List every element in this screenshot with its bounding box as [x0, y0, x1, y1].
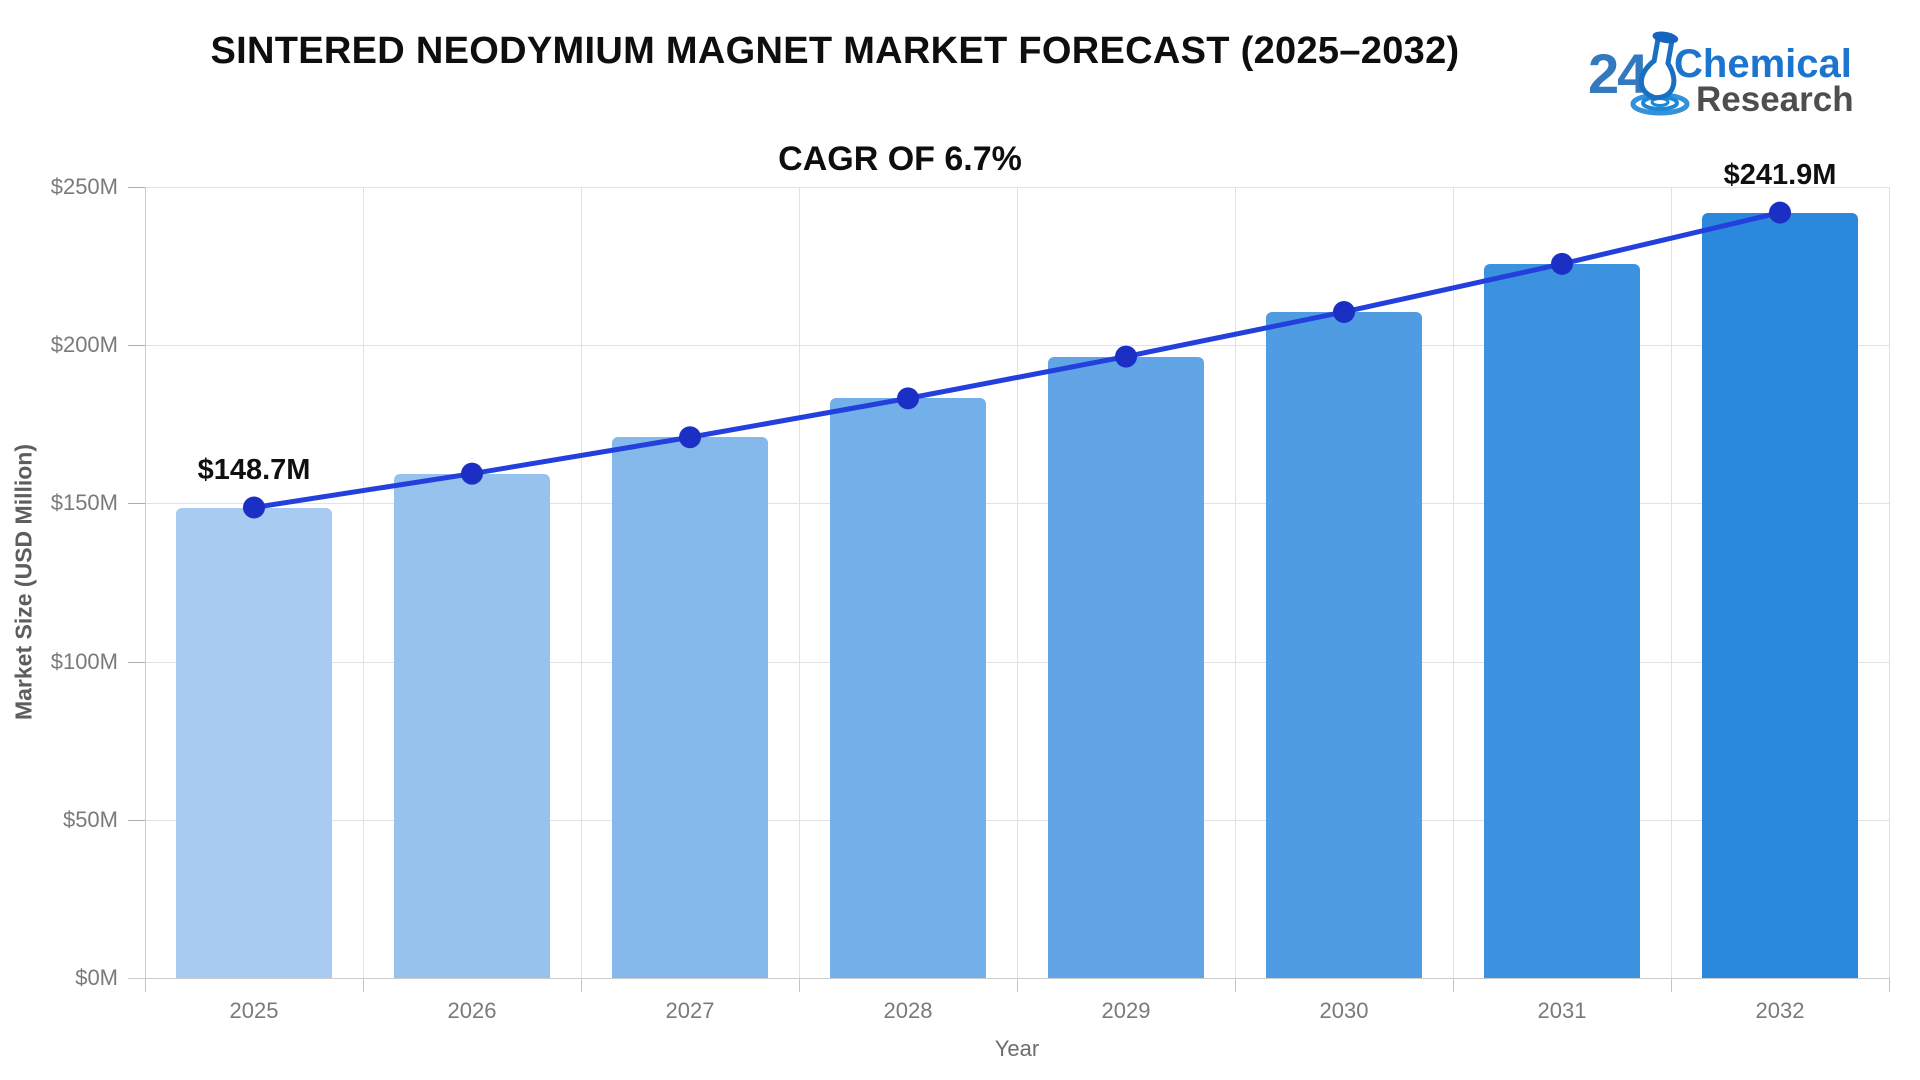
y-axis-tick — [128, 819, 145, 821]
bar — [1484, 263, 1640, 978]
bar — [612, 437, 768, 978]
x-tick-label: 2025 — [229, 998, 279, 1023]
gridline-vertical — [1235, 187, 1236, 978]
x-axis-tick — [1453, 978, 1454, 992]
x-axis-title: Year — [994, 1036, 1040, 1061]
y-axis-line — [145, 187, 146, 978]
bar — [1702, 212, 1858, 978]
gridline-vertical — [581, 187, 582, 978]
y-axis-tick — [128, 503, 145, 505]
x-axis-tick — [1017, 978, 1018, 992]
x-tick-label: 2028 — [883, 998, 933, 1023]
x-axis-tick — [1889, 978, 1890, 992]
x-tick-label: 2031 — [1537, 998, 1587, 1023]
y-tick-label: $150M — [50, 490, 118, 516]
logo: 24 Chemical Research — [1588, 22, 1878, 117]
y-axis-tick — [128, 345, 145, 347]
x-axis-tick — [581, 978, 582, 992]
bar — [394, 473, 550, 978]
x-axis-tick — [145, 978, 146, 992]
x-axis-tick — [1671, 978, 1672, 992]
bar — [830, 398, 986, 978]
y-tick-label: $50M — [62, 806, 118, 832]
gridline-vertical — [363, 187, 364, 978]
y-axis-tick — [128, 661, 145, 663]
bar — [1266, 311, 1422, 978]
gridline-vertical — [1889, 187, 1890, 978]
y-tick-label: $100M — [50, 648, 118, 674]
x-axis-tick — [799, 978, 800, 992]
y-axis-tick — [128, 187, 145, 188]
value-label: $241.9M — [1723, 158, 1837, 191]
y-tick-label: $200M — [50, 332, 118, 358]
value-label: $148.7M — [197, 453, 311, 486]
bar — [176, 507, 332, 978]
x-tick-label: 2027 — [665, 998, 715, 1023]
flask-icon — [1630, 24, 1694, 125]
y-tick-label: $0M — [75, 965, 118, 990]
x-tick-label: 2030 — [1319, 998, 1369, 1023]
bar — [1048, 356, 1204, 978]
logo-number: 24 — [1588, 42, 1648, 105]
x-tick-label: 2026 — [447, 998, 497, 1023]
gridline-vertical — [1017, 187, 1018, 978]
y-axis-title: Market Size (USD Million) — [10, 443, 37, 721]
x-axis-tick — [1235, 978, 1236, 992]
x-tick-label: 2032 — [1755, 998, 1805, 1023]
chart-subtitle-cagr: CAGR OF 6.7% — [778, 140, 1022, 178]
x-tick-label: 2029 — [1101, 998, 1151, 1023]
logo-word-chemical: Chemical — [1674, 42, 1852, 86]
gridline-vertical — [1453, 187, 1454, 978]
logo-word-research: Research — [1696, 80, 1854, 119]
page-title: SINTERED NEODYMIUM MAGNET MARKET FORECAS… — [210, 30, 1460, 72]
gridline-vertical — [799, 187, 800, 978]
x-axis-line — [128, 978, 1889, 979]
y-tick-label: $250M — [50, 174, 118, 199]
gridline-vertical — [1671, 187, 1672, 978]
x-axis-tick — [363, 978, 364, 992]
